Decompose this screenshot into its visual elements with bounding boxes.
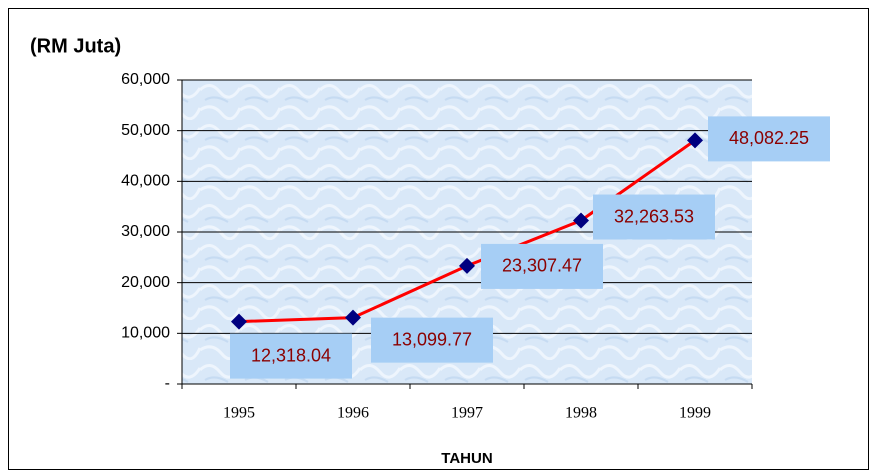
data-label-box <box>481 243 603 289</box>
x-tick-label: 1999 <box>679 405 711 422</box>
y-tick-label: 10,000 <box>121 325 170 342</box>
x-tick-label: 1998 <box>565 405 597 422</box>
x-tick-label: 1996 <box>337 405 369 422</box>
data-label: 23,307.47 <box>502 256 582 276</box>
data-label: 13,099.77 <box>392 329 472 349</box>
data-label-box <box>708 116 830 162</box>
marker <box>687 132 703 149</box>
y-tick-label: - <box>165 375 170 392</box>
data-label: 12,318.04 <box>251 345 331 365</box>
marker <box>345 309 361 326</box>
y-tick-label: 60,000 <box>121 71 170 88</box>
marker <box>231 313 247 330</box>
marker <box>573 212 589 229</box>
y-tick-label: 40,000 <box>121 173 170 190</box>
y-tick-label: 20,000 <box>121 274 170 291</box>
marker <box>459 257 475 274</box>
y-tick-label: 30,000 <box>121 223 170 240</box>
x-tick-label: 1995 <box>223 405 255 422</box>
x-tick-label: 1997 <box>451 405 483 422</box>
data-label: 32,263.53 <box>614 206 694 226</box>
chart-title: (RM Juta) <box>30 35 121 57</box>
data-label: 48,082.25 <box>729 128 809 148</box>
data-label-box <box>371 317 493 363</box>
x-axis-label: TAHUN <box>441 450 492 467</box>
data-label-box <box>230 333 352 379</box>
y-tick-label: 50,000 <box>121 122 170 139</box>
data-label-box <box>593 194 715 240</box>
